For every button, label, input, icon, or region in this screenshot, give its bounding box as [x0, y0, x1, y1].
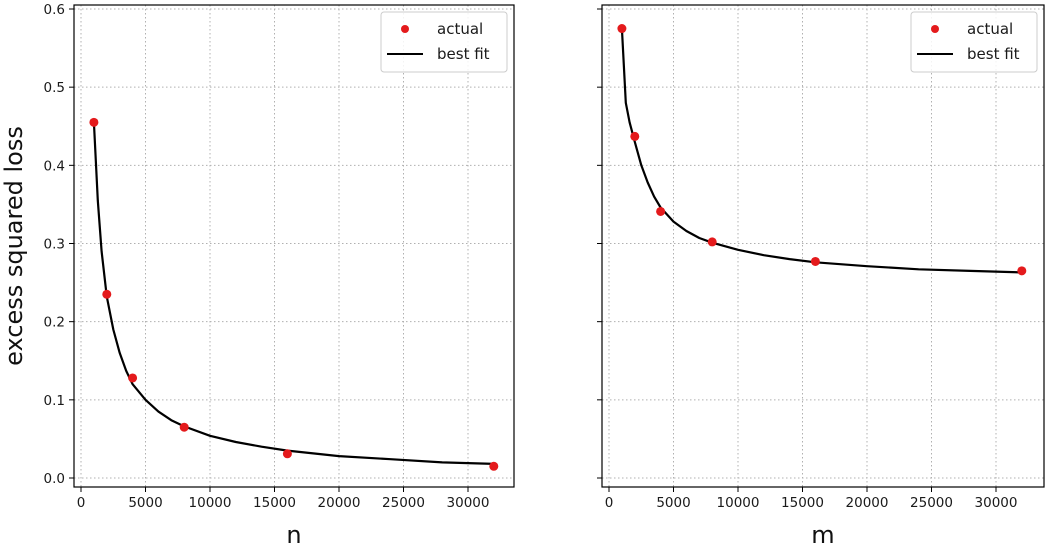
- x-tick-label: 15000: [253, 495, 296, 511]
- grid: [602, 5, 1044, 487]
- actual-point: [102, 289, 112, 299]
- x-axis-label: m: [811, 521, 834, 546]
- grid: [74, 5, 514, 487]
- actual-point: [282, 449, 292, 459]
- actual-point: [128, 373, 138, 383]
- x-tick-label: 25000: [910, 495, 953, 511]
- y-tick-label: 0.2: [44, 315, 65, 331]
- x-tick-label: 25000: [382, 495, 425, 511]
- x-tick-label: 30000: [975, 495, 1018, 511]
- x-tick-label: 15000: [781, 495, 824, 511]
- legend-marker-icon: [401, 25, 409, 33]
- axes-frame: [601, 4, 1045, 488]
- y-tick-label: 0.1: [44, 393, 65, 409]
- left-panel: 0 5000 10000 15000 20000 25000 30000 0.0 0.1 0.2 0…: [0, 2, 515, 546]
- legend-marker-icon: [931, 25, 939, 33]
- y-tick-label: 0.0: [44, 471, 65, 487]
- right-panel: 0 5000 10000 15000 20000 25000 30000 m actual bes…: [597, 4, 1045, 546]
- actual-point: [89, 117, 99, 127]
- actual-point: [179, 422, 189, 432]
- legend: actual best fit: [380, 11, 508, 73]
- axes-frame: [73, 4, 515, 488]
- actual-point: [707, 237, 717, 247]
- y-tick-label: 0.5: [44, 80, 65, 96]
- x-tick-label: 5000: [656, 495, 690, 511]
- x-tick-label: 10000: [189, 495, 232, 511]
- x-tick-label: 30000: [447, 495, 490, 511]
- x-tick-label: 20000: [846, 495, 889, 511]
- legend: actual best fit: [910, 11, 1038, 73]
- actual-point: [656, 206, 666, 216]
- actual-point: [630, 131, 640, 141]
- x-tick-label: 0: [605, 495, 614, 511]
- y-tick-label: 0.6: [44, 2, 65, 18]
- x-tick-label: 0: [77, 495, 86, 511]
- best-fit-line: [620, 28, 1022, 274]
- actual-point: [1017, 266, 1027, 276]
- legend-actual-label: actual: [437, 20, 483, 38]
- actual-point: [810, 256, 820, 266]
- x-tick-label: 20000: [318, 495, 361, 511]
- legend-fit-label: best fit: [967, 45, 1020, 63]
- best-fit-line: [92, 122, 494, 465]
- y-axis-label: excess squared loss: [0, 126, 28, 366]
- x-tick-label: 5000: [128, 495, 162, 511]
- y-tick-label: 0.4: [44, 158, 65, 174]
- y-tick-label: 0.3: [44, 237, 65, 253]
- legend-fit-label: best fit: [437, 45, 490, 63]
- legend-actual-label: actual: [967, 20, 1013, 38]
- x-tick-label: 10000: [717, 495, 760, 511]
- x-axis-label: n: [286, 521, 301, 546]
- actual-point: [617, 24, 627, 34]
- actual-point: [489, 461, 499, 471]
